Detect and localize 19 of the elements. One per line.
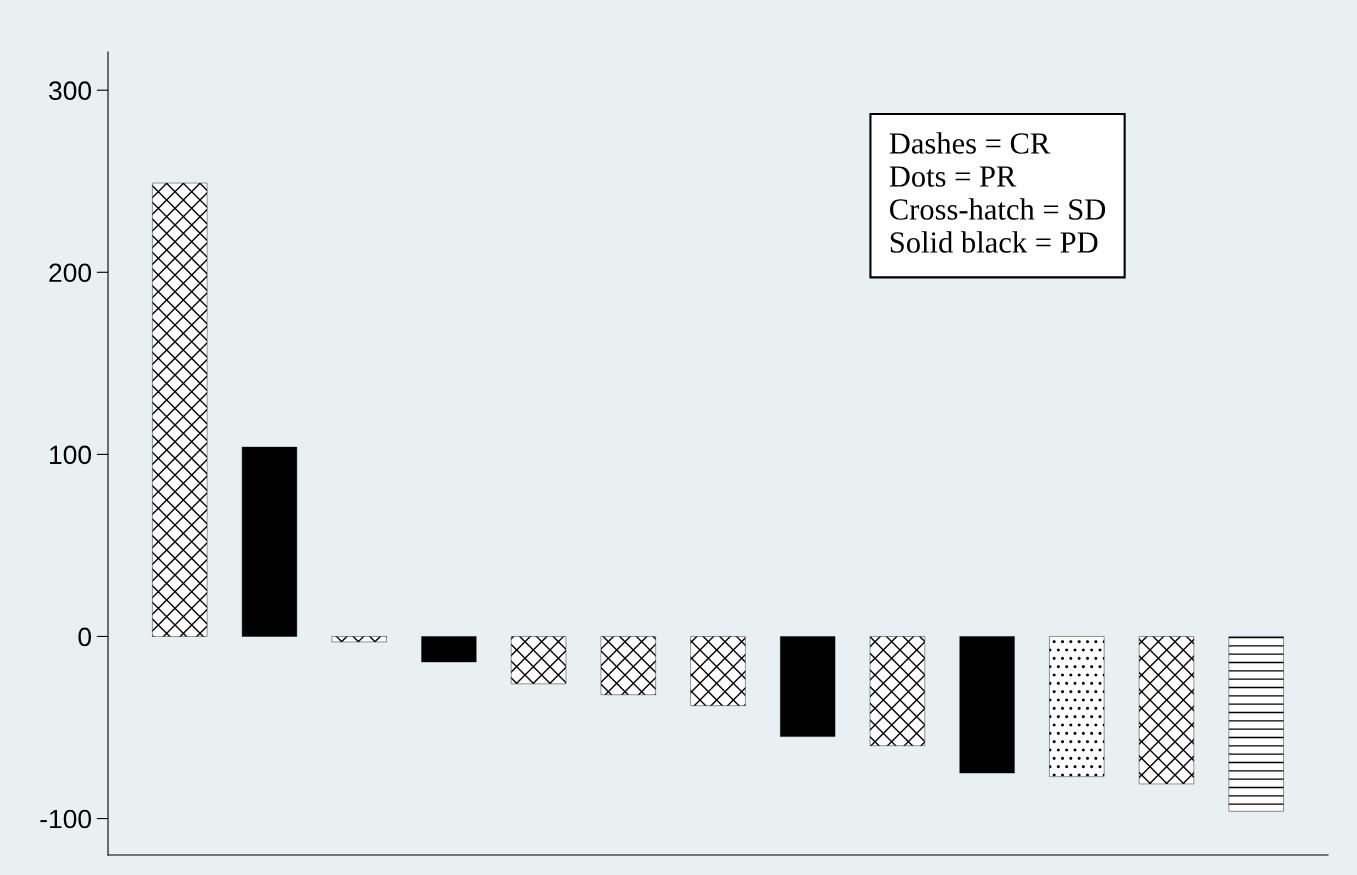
bar: [421, 636, 477, 663]
bar: [690, 636, 746, 706]
y-tick-label: 300: [49, 81, 92, 101]
y-tick-label: -100: [40, 809, 92, 829]
bar: [152, 182, 208, 637]
bar: [869, 636, 925, 746]
y-tick-label: 200: [49, 263, 92, 283]
bar: [241, 446, 298, 637]
bar: [511, 636, 567, 685]
y-tick-label: 100: [50, 445, 92, 465]
bar: [600, 636, 656, 695]
y-tick-label: 0: [78, 627, 92, 647]
bar: [959, 636, 1015, 774]
bar: [1138, 636, 1195, 785]
bar: [780, 636, 836, 737]
bar: [331, 636, 387, 643]
bar: [1228, 636, 1284, 812]
annotation: Dashes = CR Dots = PR Cross-hatch = SD Solid black = PD: [889, 132, 1106, 253]
bar: [1049, 636, 1105, 777]
